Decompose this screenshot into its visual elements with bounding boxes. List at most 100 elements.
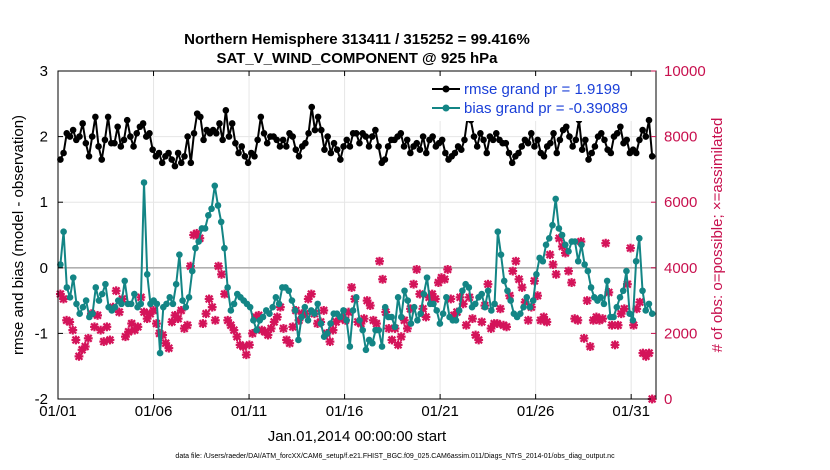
y-axis-label: rmse and bias (model - observation): [10, 115, 27, 355]
obs-assimilated-marker: [502, 322, 511, 332]
bias-point: [433, 307, 440, 314]
rmse-point: [146, 130, 153, 137]
obs-assimilated-marker: [384, 324, 394, 333]
rmse-point: [254, 136, 261, 144]
rmse-point: [177, 159, 185, 167]
legend-label-rmse: rmse grand pr = 1.9199: [464, 81, 620, 98]
bias-point: [500, 277, 508, 285]
y-axis-right-label: # of obs: o=possible; ×=assimilated: [709, 118, 726, 353]
rmse-point: [591, 143, 599, 150]
bias-point: [169, 300, 177, 308]
rmse-point: [403, 136, 411, 144]
x-tick-label: 01/16: [326, 403, 364, 420]
legend-label-bias: bias grand pr = -0.39089: [464, 100, 628, 117]
rmse-point: [184, 133, 191, 140]
rmse-point: [648, 152, 656, 160]
rmse-point: [241, 152, 249, 160]
obs-assimilated-marker: [173, 314, 183, 324]
bias-point: [391, 323, 399, 331]
bias-point: [619, 287, 627, 295]
rmse-point: [95, 143, 102, 150]
rmse-point: [413, 139, 421, 147]
rmse-point: [308, 103, 316, 111]
legend-box: [429, 76, 645, 121]
rmse-point: [553, 149, 561, 157]
rmse-point: [578, 146, 586, 154]
rmse-point: [372, 126, 379, 134]
rmse-point: [617, 123, 624, 131]
rmse-point: [98, 156, 106, 163]
x-tick-label: 01/26: [517, 403, 555, 420]
obs-assimilated-marker: [223, 315, 233, 325]
bias-point: [362, 346, 370, 354]
rmse-point: [276, 143, 284, 150]
rmse-point: [263, 139, 271, 147]
rmse-point: [352, 130, 360, 137]
obs-assimilated-marker: [468, 314, 477, 324]
rmse-point: [356, 139, 363, 147]
rmse-point: [483, 149, 491, 157]
rmse-point: [235, 149, 242, 157]
x-tick-label: 01/06: [135, 403, 173, 420]
bias-point: [552, 195, 559, 203]
obs-assimilated-marker: [152, 319, 161, 328]
y-right-tick-label: 6000: [664, 194, 697, 211]
bias-point: [176, 251, 183, 258]
rmse-point: [149, 146, 156, 154]
bias-point: [584, 267, 592, 275]
rmse-point: [158, 159, 166, 167]
bias-point: [381, 303, 389, 311]
bias-point: [66, 294, 74, 301]
rmse-points: [57, 103, 656, 170]
rmse-point: [190, 130, 198, 137]
rmse-point: [168, 156, 176, 163]
bias-point: [529, 297, 537, 304]
obs-assimilated-marker: [133, 322, 143, 332]
obs-assimilated-marker: [68, 325, 78, 335]
bias-point: [465, 284, 473, 291]
rmse-point: [79, 120, 86, 127]
bias-point: [131, 290, 138, 298]
bias-point: [613, 303, 621, 311]
bias-point: [336, 313, 344, 321]
rmse-point: [470, 133, 478, 140]
bias-point: [188, 267, 196, 275]
bias-point: [410, 303, 418, 311]
obs-assimilated-marker: [198, 319, 208, 328]
x-tick-label: 01/11: [231, 403, 267, 420]
bias-point: [69, 274, 77, 281]
rmse-point: [232, 139, 239, 147]
plot-frame: [57, 70, 657, 400]
rmse-point: [311, 126, 319, 134]
rmse-point: [343, 136, 351, 144]
obs-assimilated-marker: [372, 319, 381, 328]
bias-point: [645, 300, 653, 308]
rmse-point: [117, 143, 125, 150]
rmse-point: [639, 126, 646, 134]
obs-assimilated-marker: [396, 332, 406, 342]
rmse-point: [212, 130, 220, 137]
rmse-point: [572, 136, 580, 144]
obs-assimilated-marker: [613, 320, 623, 330]
obs-assimilated-marker: [635, 297, 645, 307]
obs-assimilated-marker: [183, 320, 192, 330]
rmse-point: [222, 107, 230, 114]
y-tick-label: 1: [40, 194, 48, 211]
bias-point: [394, 294, 402, 301]
bias-point: [211, 182, 219, 190]
rmse-point: [477, 130, 484, 137]
rmse-point: [585, 156, 592, 163]
bias-point: [603, 277, 611, 285]
rmse-point: [601, 136, 608, 144]
rmse-point: [238, 143, 246, 150]
bias-point: [539, 257, 547, 265]
bias-point: [163, 300, 170, 308]
y-tick-label: -1: [35, 325, 48, 342]
bias-point: [166, 294, 174, 301]
bias-point: [118, 300, 125, 308]
bias-point: [208, 205, 215, 213]
bias-point: [565, 248, 572, 255]
bias-point: [533, 271, 540, 278]
bias-point: [414, 316, 421, 324]
obs-assimilated-marker: [483, 279, 493, 289]
